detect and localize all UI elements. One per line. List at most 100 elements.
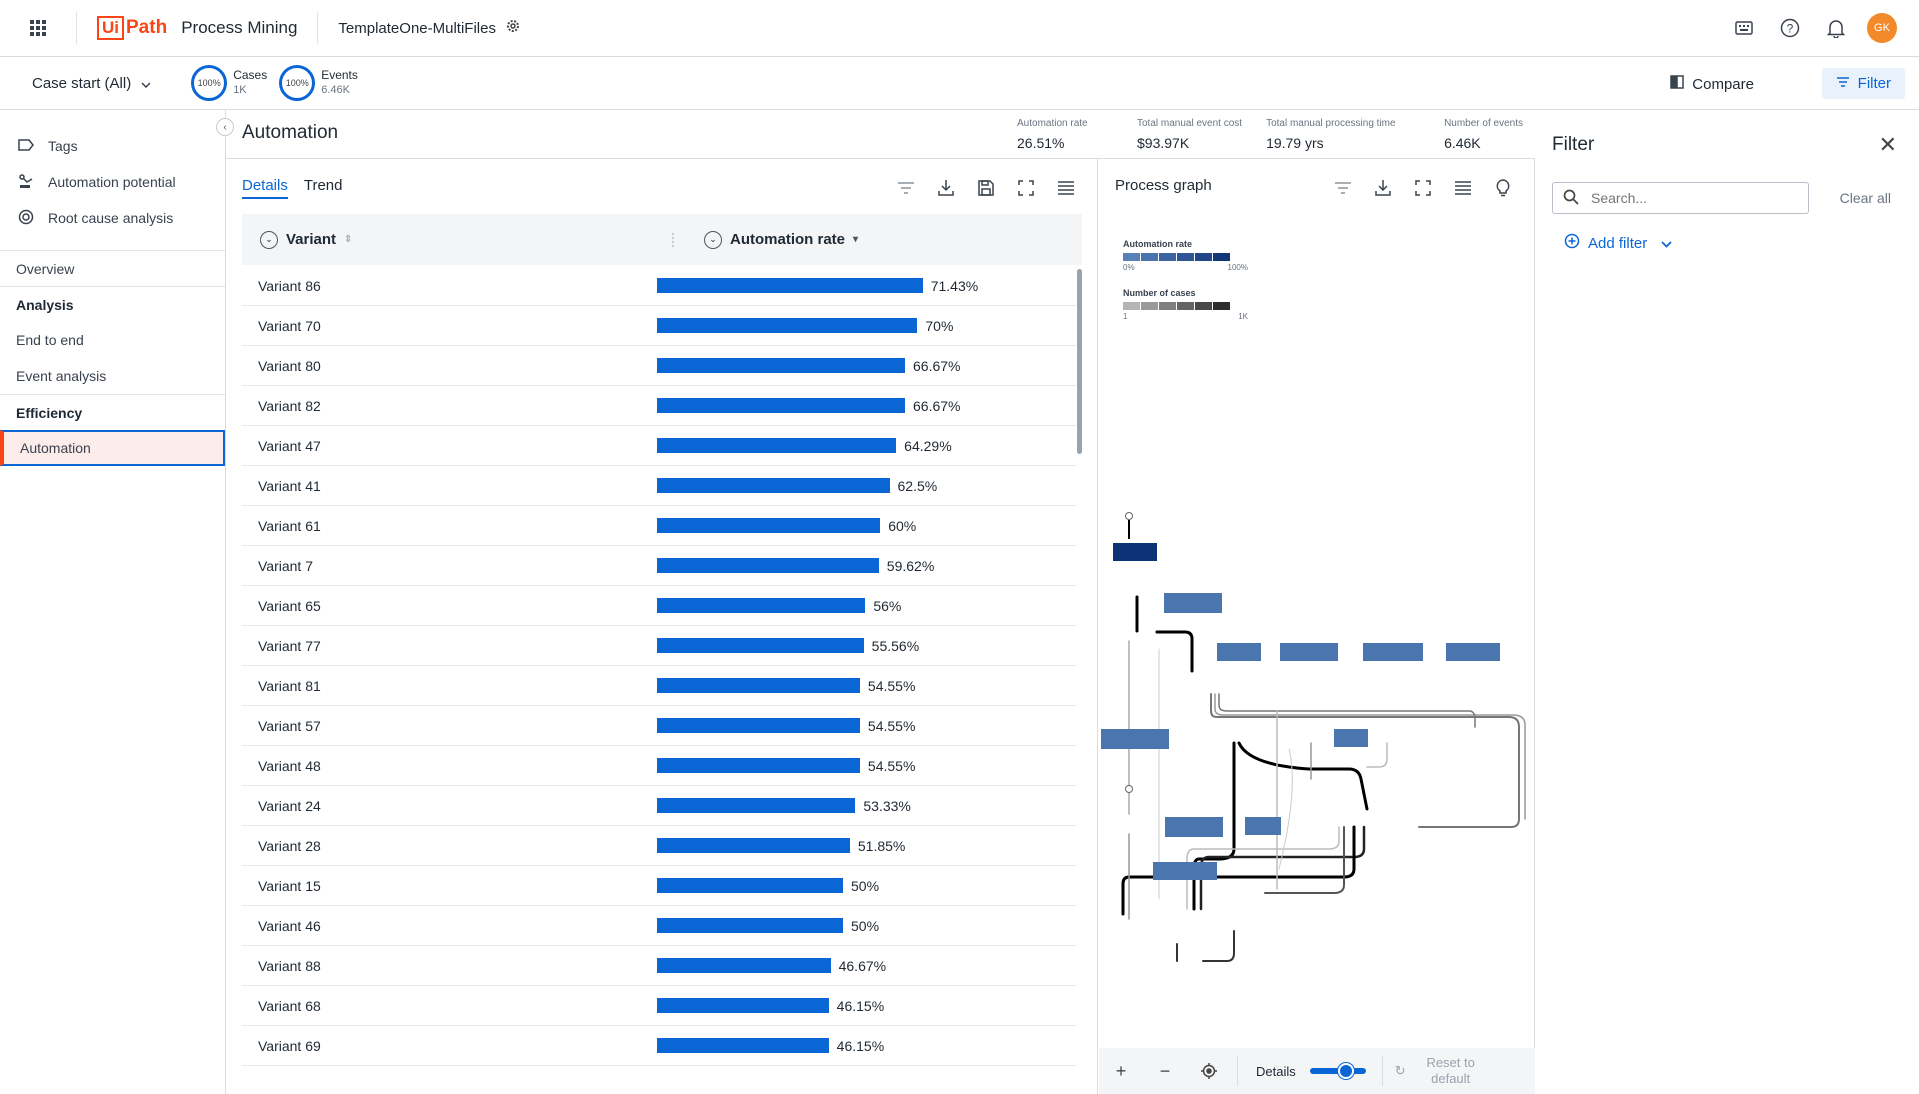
save-icon[interactable] <box>973 175 999 201</box>
nav-item-end-to-end[interactable]: End to end <box>16 332 84 348</box>
graph-node[interactable] <box>1164 593 1222 613</box>
app-launcher-icon[interactable] <box>0 0 76 57</box>
automation-rate-value: 50% <box>851 877 880 894</box>
variant-name: Variant 65 <box>258 597 321 614</box>
table-row[interactable]: Variant 7 59.62% <box>242 546 1076 586</box>
automation-rate-value: 64.29% <box>904 437 952 454</box>
graph-start-node[interactable] <box>1125 512 1133 520</box>
graph-node[interactable] <box>1153 862 1217 880</box>
nav-item-overview[interactable]: Overview <box>0 250 225 286</box>
graph-node[interactable] <box>1165 817 1223 837</box>
sort-desc-icon[interactable]: ▾ <box>853 234 859 245</box>
bell-icon[interactable] <box>1821 13 1851 43</box>
zoom-out-icon[interactable]: − <box>1159 1060 1171 1081</box>
table-row[interactable]: Variant 48 54.55% <box>242 746 1076 786</box>
table-row[interactable]: Variant 80 66.67% <box>242 346 1076 386</box>
fullscreen-icon[interactable] <box>1410 175 1436 201</box>
menu-icon[interactable] <box>1053 175 1079 201</box>
add-filter-button[interactable]: Add filter <box>1564 233 1672 253</box>
events-stat: 100% Events 6.46K <box>279 65 358 101</box>
table-row[interactable]: Variant 68 46.15% <box>242 986 1076 1026</box>
table-row[interactable]: Variant 61 60% <box>242 506 1076 546</box>
filter-search-input[interactable] <box>1591 190 1791 206</box>
details-slider-knob[interactable] <box>1337 1063 1354 1079</box>
brand[interactable]: Ui Path Process Mining <box>76 12 319 44</box>
graph-node[interactable] <box>1363 643 1423 661</box>
download-icon[interactable] <box>933 175 959 201</box>
variant-name: Variant 80 <box>258 357 321 374</box>
table-row[interactable]: Variant 82 66.67% <box>242 386 1076 426</box>
nav-item-root-cause-analysis[interactable]: Root cause analysis <box>0 200 225 236</box>
table-row[interactable]: Variant 81 54.55% <box>242 666 1076 706</box>
menu-icon[interactable] <box>1450 175 1476 201</box>
nav-item-tags[interactable]: Tags <box>0 128 225 164</box>
table-row[interactable] <box>242 1066 1076 1077</box>
graph-node[interactable] <box>1245 817 1281 835</box>
collapse-nav-button[interactable]: ‹ <box>216 118 234 136</box>
table-row[interactable]: Variant 15 50% <box>242 866 1076 906</box>
graph-node[interactable] <box>1280 643 1338 661</box>
gear-icon[interactable] <box>506 19 520 37</box>
tab-trend[interactable]: Trend <box>303 177 343 194</box>
help-icon[interactable]: ? <box>1775 13 1805 43</box>
graph-node[interactable] <box>1101 729 1169 749</box>
table-row[interactable]: Variant 88 46.67% <box>242 946 1076 986</box>
table-row[interactable]: Variant 57 54.55% <box>242 706 1076 746</box>
nav-item-event-analysis[interactable]: Event analysis <box>16 368 107 384</box>
table-scrollbar[interactable] <box>1077 269 1082 454</box>
zoom-in-icon[interactable]: + <box>1115 1060 1127 1081</box>
fullscreen-icon[interactable] <box>1013 175 1039 201</box>
filter-button[interactable]: Filter <box>1821 68 1905 99</box>
compare-button[interactable]: Compare <box>1660 69 1764 99</box>
graph-node[interactable] <box>1446 643 1500 661</box>
chevron-down-icon <box>1661 235 1672 252</box>
column-header-automation-rate[interactable]: ⌄ Automation rate ▾ <box>690 230 859 249</box>
automation-rate-bar <box>657 878 843 893</box>
legend-automation-rate-title: Automation rate <box>1123 239 1193 249</box>
table-row[interactable]: Variant 86 71.43% <box>242 266 1076 306</box>
filter-search[interactable] <box>1552 182 1809 214</box>
column-header-variant[interactable]: ⌄ Variant ⇕ <box>242 230 672 249</box>
tab-details[interactable]: Details <box>242 177 288 199</box>
filter-lines-icon[interactable] <box>1330 175 1356 201</box>
table-row[interactable]: Variant 77 55.56% <box>242 626 1076 666</box>
automation-rate-value: 66.67% <box>913 357 961 374</box>
automation-rate-bar <box>657 998 829 1013</box>
nav-item-automation[interactable]: Automation <box>0 430 225 466</box>
graph-node[interactable] <box>1217 643 1261 661</box>
reset-to-default-button[interactable]: Reset to default <box>1426 1055 1475 1086</box>
variant-name: Variant 82 <box>258 397 321 414</box>
avatar[interactable]: GK <box>1867 13 1897 43</box>
table-row[interactable]: Variant 28 51.85% <box>242 826 1076 866</box>
filter-lines-icon[interactable] <box>893 175 919 201</box>
process-graph-canvas[interactable] <box>1099 349 1535 1009</box>
table-row[interactable]: Variant 46 50% <box>242 906 1076 946</box>
details-slider[interactable] <box>1309 1063 1366 1079</box>
sort-icon[interactable]: ⇕ <box>344 234 353 245</box>
recenter-icon[interactable] <box>1187 1062 1231 1080</box>
lightbulb-icon[interactable] <box>1490 175 1516 201</box>
chevron-down-circle-icon[interactable]: ⌄ <box>704 230 722 249</box>
table-row[interactable]: Variant 69 46.15% <box>242 1026 1076 1066</box>
nav-item-automation-potential[interactable]: Automation potential <box>0 164 225 200</box>
table-row[interactable]: Variant 24 53.33% <box>242 786 1076 826</box>
table-row[interactable]: Variant 41 62.5% <box>242 466 1076 506</box>
table-row[interactable]: Variant 65 56% <box>242 586 1076 626</box>
close-icon[interactable]: ✕ <box>1878 132 1897 157</box>
clear-all-button[interactable]: Clear all <box>1839 190 1891 206</box>
graph-node[interactable] <box>1334 729 1368 747</box>
column-resize-handle[interactable] <box>672 232 674 247</box>
table-row[interactable]: Variant 70 70% <box>242 306 1076 346</box>
automation-rate-value: 51.85% <box>857 837 906 854</box>
keyboard-icon[interactable] <box>1729 13 1759 43</box>
project-selector[interactable]: TemplateOne-MultiFiles <box>338 19 520 37</box>
legend-swatch <box>1159 302 1176 310</box>
graph-node[interactable] <box>1113 543 1157 561</box>
table-row[interactable]: Variant 47 64.29% <box>242 426 1076 466</box>
chevron-down-circle-icon[interactable]: ⌄ <box>260 230 278 249</box>
variant-name: Variant 77 <box>258 637 321 654</box>
download-icon[interactable] <box>1370 175 1396 201</box>
tag-icon <box>18 138 34 154</box>
case-start-dropdown[interactable]: Case start (All) <box>32 75 151 92</box>
graph-end-node[interactable] <box>1125 785 1133 793</box>
